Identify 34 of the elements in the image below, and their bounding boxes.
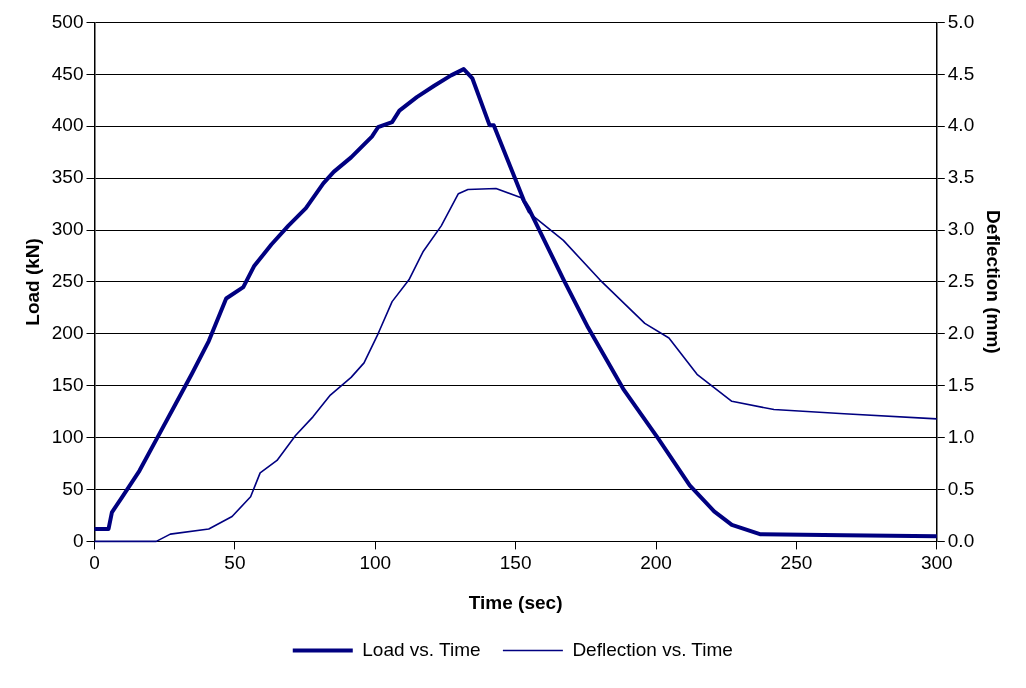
y-tick-label: 500 [51,10,84,32]
x-tick-label: 150 [499,552,532,574]
y-tick-label: 400 [51,114,84,136]
y2-tick-label: 1.0 [947,425,975,447]
y-tick-label: 250 [51,270,84,292]
x-tick-label: 0 [89,552,100,574]
y2-axis-title: Deflection (mm) [983,210,1005,354]
x-tick-label: 100 [359,552,392,574]
x-tick-label: 50 [224,552,246,574]
y2-tick-label: 2.5 [947,270,975,292]
x-tick-label: 250 [780,552,813,574]
x-axis-title: Time (sec) [468,591,563,613]
x-tick-label: 300 [920,552,953,574]
y2-tick-label: 0.5 [947,477,975,499]
y2-tick-label: 4.5 [947,62,975,84]
y2-tick-label: 2.0 [947,322,975,344]
y-tick-label: 300 [51,218,84,240]
y-tick-label: 150 [51,373,84,395]
y2-tick-label: 3.5 [947,166,975,188]
y2-tick-label: 3.0 [947,218,975,240]
y-tick-label: 200 [51,322,84,344]
y2-tick-label: 0.0 [947,529,975,551]
y-tick-label: 50 [62,477,84,499]
y-axis-title: Load (kN) [21,238,43,326]
y2-tick-label: 1.5 [947,373,975,395]
y-tick-label: 350 [51,166,84,188]
y2-tick-label: 5.0 [947,10,975,32]
legend-label: Deflection vs. Time [572,638,733,660]
y-tick-label: 0 [72,529,84,551]
y2-tick-label: 4.0 [947,114,975,136]
legend-label: Load vs. Time [362,638,481,660]
x-tick-label: 200 [640,552,672,574]
y-tick-label: 100 [51,425,84,447]
y-tick-label: 450 [51,62,84,84]
